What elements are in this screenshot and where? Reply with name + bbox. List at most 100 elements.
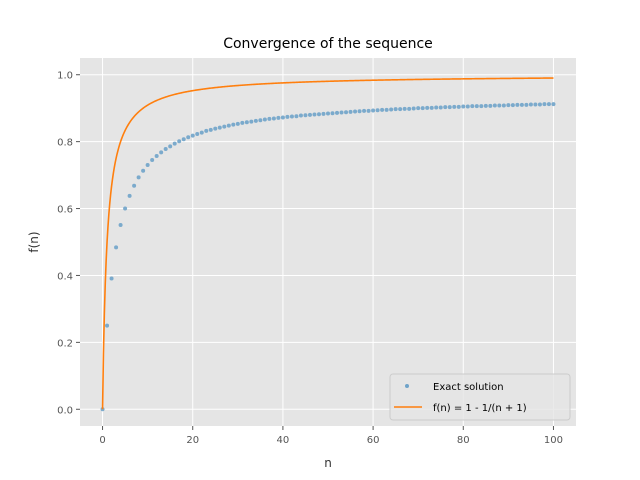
x-axis-label: n bbox=[324, 456, 332, 470]
data-point bbox=[474, 104, 479, 109]
data-point bbox=[393, 107, 398, 112]
data-point bbox=[506, 103, 511, 108]
data-point bbox=[159, 150, 164, 155]
data-point bbox=[420, 106, 425, 111]
data-point bbox=[524, 102, 529, 107]
data-point bbox=[551, 102, 556, 107]
data-point bbox=[285, 114, 290, 119]
data-point bbox=[154, 154, 159, 159]
legend: Exact solution f(n) = 1 - 1/(n + 1) bbox=[389, 373, 571, 421]
data-point bbox=[344, 110, 349, 115]
data-point bbox=[326, 111, 330, 116]
data-point bbox=[231, 122, 236, 127]
series-line-formula bbox=[101, 77, 554, 410]
data-point bbox=[253, 118, 258, 123]
data-point bbox=[141, 168, 146, 173]
legend-label-exact-solution: Exact solution bbox=[433, 382, 504, 393]
data-point bbox=[456, 104, 461, 109]
data-point bbox=[213, 126, 218, 131]
y-axis-label: f(n) bbox=[27, 231, 41, 252]
data-point bbox=[402, 106, 407, 111]
data-point bbox=[447, 105, 452, 110]
data-point bbox=[150, 158, 155, 163]
data-point bbox=[208, 127, 213, 132]
data-point bbox=[497, 103, 502, 108]
data-point bbox=[380, 107, 385, 112]
data-point bbox=[181, 137, 186, 142]
x-tick-label: 40 bbox=[277, 435, 290, 446]
data-point bbox=[452, 104, 457, 109]
data-point bbox=[461, 104, 466, 109]
data-point bbox=[280, 115, 285, 120]
data-point bbox=[416, 106, 421, 111]
data-point bbox=[136, 175, 141, 180]
data-point bbox=[204, 128, 209, 133]
data-point bbox=[528, 102, 533, 107]
y-tick-label: 0.4 bbox=[57, 271, 73, 282]
x-tick-label: 60 bbox=[367, 435, 380, 446]
data-point bbox=[127, 193, 132, 198]
data-point bbox=[316, 112, 321, 117]
data-point bbox=[168, 144, 173, 149]
data-point bbox=[235, 121, 240, 126]
data-point bbox=[339, 110, 344, 115]
data-point bbox=[222, 124, 227, 129]
data-point bbox=[384, 107, 389, 112]
data-point bbox=[398, 107, 403, 112]
data-point bbox=[470, 104, 475, 109]
data-point bbox=[289, 114, 294, 119]
data-point bbox=[249, 119, 254, 124]
y-tick-label: 0.0 bbox=[57, 405, 73, 416]
data-point bbox=[389, 107, 394, 112]
y-tick-label: 0.6 bbox=[57, 205, 73, 216]
data-point bbox=[186, 135, 191, 140]
data-point bbox=[114, 245, 119, 250]
data-point bbox=[492, 103, 497, 108]
data-point bbox=[226, 123, 231, 128]
data-point bbox=[294, 114, 299, 119]
data-point bbox=[312, 112, 317, 117]
data-point bbox=[330, 111, 335, 116]
data-point bbox=[465, 104, 470, 109]
data-point bbox=[276, 115, 281, 120]
data-point bbox=[429, 105, 434, 110]
data-point bbox=[510, 103, 515, 108]
data-point bbox=[479, 104, 484, 109]
data-point bbox=[132, 183, 137, 188]
data-point bbox=[335, 110, 340, 115]
data-point bbox=[362, 108, 367, 113]
data-point bbox=[542, 102, 547, 107]
data-point bbox=[109, 276, 114, 281]
x-tick-label: 20 bbox=[186, 435, 199, 446]
data-point bbox=[546, 102, 551, 107]
data-point bbox=[515, 102, 520, 107]
data-point bbox=[366, 108, 371, 113]
data-point bbox=[100, 407, 105, 412]
data-point bbox=[501, 103, 506, 108]
data-point bbox=[488, 103, 493, 108]
data-point bbox=[348, 109, 353, 114]
data-point bbox=[118, 222, 123, 227]
data-point bbox=[357, 109, 362, 114]
y-tick-label: 0.2 bbox=[57, 338, 73, 349]
tick-layer: 0 20 40 60 80 100 0.0 0.2 0.4 0.6 0.8 1.0 bbox=[57, 71, 563, 446]
legend-label-formula: f(n) = 1 - 1/(n + 1) bbox=[433, 403, 527, 414]
data-point bbox=[434, 105, 439, 110]
legend-box bbox=[389, 373, 571, 421]
data-point bbox=[123, 206, 128, 211]
data-point bbox=[375, 108, 380, 113]
data-point bbox=[267, 116, 272, 121]
y-tick-label: 1.0 bbox=[57, 71, 73, 82]
series-layer bbox=[100, 77, 556, 412]
data-point bbox=[105, 323, 110, 328]
data-point bbox=[537, 102, 542, 107]
data-point bbox=[240, 120, 245, 125]
data-point bbox=[258, 118, 263, 123]
data-point bbox=[262, 117, 267, 122]
data-point bbox=[199, 130, 204, 135]
data-point bbox=[425, 105, 430, 110]
data-point bbox=[163, 146, 168, 151]
data-point bbox=[190, 133, 195, 138]
data-point bbox=[407, 106, 412, 111]
